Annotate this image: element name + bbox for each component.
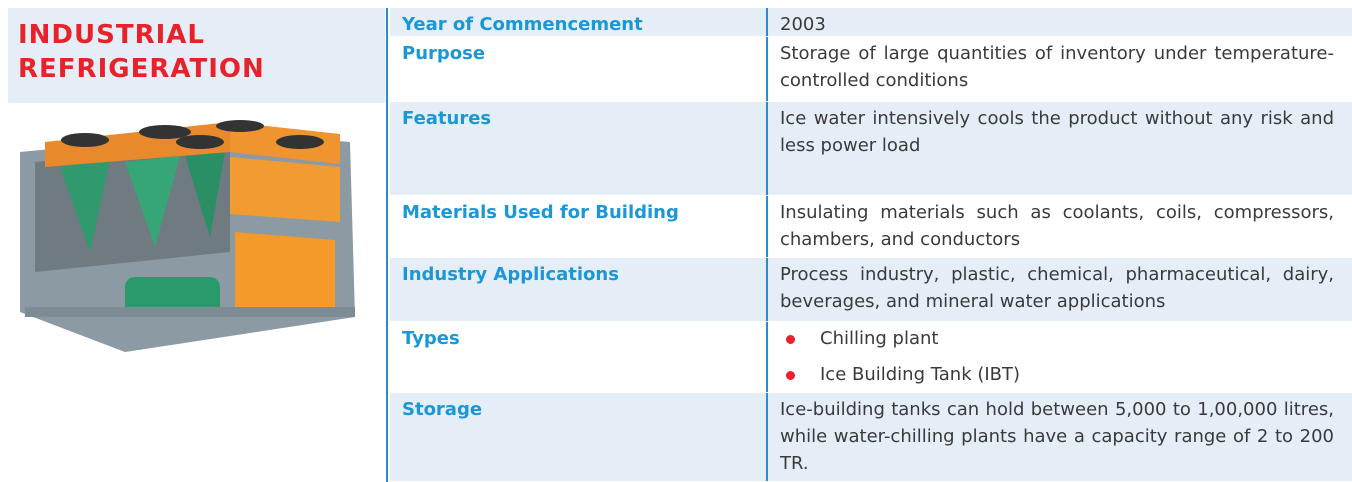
row-label: Materials Used for Building [390, 196, 768, 257]
table-row: Materials Used for Building Insulating ma… [390, 196, 1352, 258]
title: INDUSTRIAL REFRIGERATION [18, 20, 265, 84]
table-row: Storage Ice-building tanks can hold betwe… [390, 393, 1352, 482]
table: Year of Commencement 2003 Purpose Storage o… [390, 8, 1352, 482]
left-panel: INDUSTRIAL REFRIGERATION [0, 0, 385, 482]
row-value: Process industry, plastic, chemical, pha… [780, 264, 1334, 312]
table-row: Features Ice water intensively cools the … [390, 102, 1352, 196]
row-value: Insulating materials such as coolants, c… [780, 202, 1334, 250]
row-value: Ice water intensively cools the product … [780, 108, 1334, 156]
table-row: Purpose Storage of large quantities of in… [390, 37, 1352, 102]
table-row: Year of Commencement 2003 [390, 8, 1352, 37]
row-label: Year of Commencement [390, 8, 768, 36]
divider [386, 8, 388, 482]
row-value: Storage of large quantities of inventory… [780, 43, 1334, 91]
row-label: Purpose [390, 37, 768, 101]
list-item: Ice Building Tank (IBT) [780, 361, 1334, 388]
value-list: Chilling plant Ice Building Tank (IBT) [780, 325, 1334, 388]
row-value: 2003 [780, 14, 826, 35]
row-value: Ice-building tanks can hold between 5,00… [780, 399, 1334, 474]
row-label: Storage [390, 393, 768, 481]
row-value: Chilling plant Ice Building Tank (IBT) [768, 322, 1352, 392]
table-row: Industry Applications Process industry, p… [390, 258, 1352, 322]
row-label: Industry Applications [390, 258, 768, 321]
table-row: Types Chilling plant Ice Building Tank (IB… [390, 322, 1352, 393]
title-box: INDUSTRIAL REFRIGERATION [8, 8, 385, 103]
row-label: Types [390, 322, 768, 392]
row-label: Features [390, 102, 768, 195]
chiller-image [20, 120, 355, 352]
list-item: Chilling plant [780, 325, 1334, 352]
